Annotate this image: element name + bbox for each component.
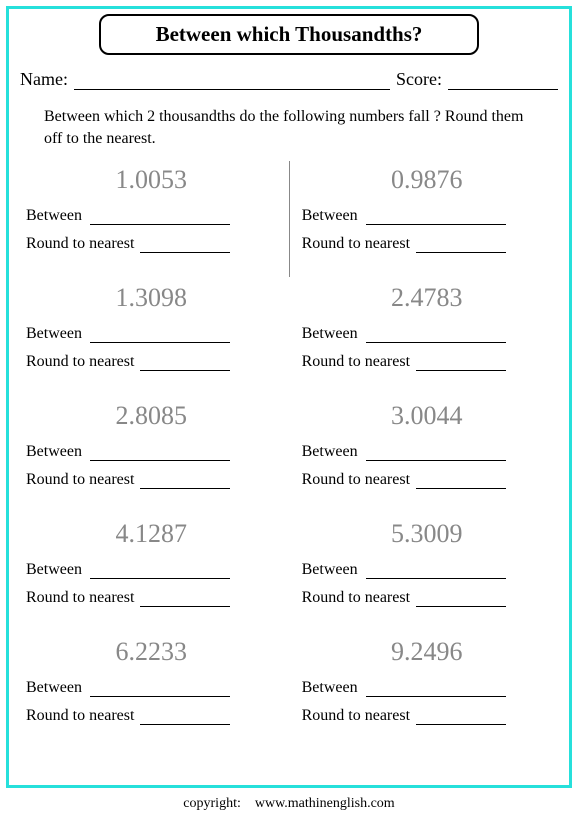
round-input-line[interactable] xyxy=(416,239,506,253)
name-label: Name: xyxy=(20,69,68,90)
title-box: Between which Thousandths? xyxy=(99,14,479,55)
footer-copyright: copyright: xyxy=(183,796,241,811)
round-label: Round to nearest xyxy=(302,471,410,489)
page-title: Between which Thousandths? xyxy=(156,22,423,46)
round-label: Round to nearest xyxy=(26,353,134,371)
problem-left-0: 1.0053 Between Round to nearest xyxy=(24,159,278,261)
problem-number: 9.2496 xyxy=(300,631,554,677)
problem-number: 1.0053 xyxy=(24,159,278,205)
between-row: Between xyxy=(300,205,554,233)
footer: copyright: www.mathinenglish.com xyxy=(0,796,578,812)
between-input-line[interactable] xyxy=(90,211,230,225)
problem-number: 0.9876 xyxy=(300,159,554,205)
between-label: Between xyxy=(302,679,358,697)
problem-left-2: 2.8085 Between Round to nearest xyxy=(24,395,278,497)
problem-right-1: 2.4783 Between Round to nearest xyxy=(300,277,554,379)
between-label: Between xyxy=(302,325,358,343)
between-row: Between xyxy=(24,205,278,233)
between-label: Between xyxy=(26,561,82,579)
between-label: Between xyxy=(26,679,82,697)
problem-right-3: 5.3009 Between Round to nearest xyxy=(300,513,554,615)
round-row: Round to nearest xyxy=(300,469,554,497)
round-input-line[interactable] xyxy=(416,711,506,725)
problem-number: 3.0044 xyxy=(300,395,554,441)
between-row: Between xyxy=(24,559,278,587)
between-row: Between xyxy=(24,677,278,705)
round-label: Round to nearest xyxy=(302,589,410,607)
problem-number: 2.8085 xyxy=(24,395,278,441)
between-input-line[interactable] xyxy=(90,329,230,343)
between-input-line[interactable] xyxy=(90,565,230,579)
problem-right-2: 3.0044 Between Round to nearest xyxy=(300,395,554,497)
problems-grid: 1.0053 Between Round to nearest 1.3098 Betwe… xyxy=(14,159,564,749)
round-label: Round to nearest xyxy=(26,589,134,607)
between-label: Between xyxy=(302,561,358,579)
between-row: Between xyxy=(24,441,278,469)
worksheet-content: Between which Thousandths? Name: Score: … xyxy=(14,14,564,780)
problem-number: 1.3098 xyxy=(24,277,278,323)
problem-number: 5.3009 xyxy=(300,513,554,559)
between-row: Between xyxy=(24,323,278,351)
between-input-line[interactable] xyxy=(366,329,506,343)
round-input-line[interactable] xyxy=(416,593,506,607)
between-input-line[interactable] xyxy=(366,565,506,579)
between-row: Between xyxy=(300,323,554,351)
between-label: Between xyxy=(302,443,358,461)
round-input-line[interactable] xyxy=(140,239,230,253)
round-row: Round to nearest xyxy=(300,233,554,261)
between-input-line[interactable] xyxy=(90,683,230,697)
problem-number: 2.4783 xyxy=(300,277,554,323)
footer-site: www.mathinenglish.com xyxy=(255,796,395,811)
round-row: Round to nearest xyxy=(300,587,554,615)
between-input-line[interactable] xyxy=(366,211,506,225)
round-row: Round to nearest xyxy=(24,705,278,733)
between-label: Between xyxy=(26,207,82,225)
problem-left-3: 4.1287 Between Round to nearest xyxy=(24,513,278,615)
between-row: Between xyxy=(300,677,554,705)
column-divider xyxy=(289,161,290,277)
round-row: Round to nearest xyxy=(300,351,554,379)
between-input-line[interactable] xyxy=(366,683,506,697)
round-input-line[interactable] xyxy=(140,593,230,607)
score-input-line[interactable] xyxy=(448,72,558,90)
round-row: Round to nearest xyxy=(24,587,278,615)
name-input-line[interactable] xyxy=(74,72,390,90)
between-label: Between xyxy=(26,325,82,343)
score-label: Score: xyxy=(396,69,442,90)
problem-right-4: 9.2496 Between Round to nearest xyxy=(300,631,554,733)
round-label: Round to nearest xyxy=(26,235,134,253)
round-input-line[interactable] xyxy=(140,475,230,489)
problem-number: 4.1287 xyxy=(24,513,278,559)
round-input-line[interactable] xyxy=(140,711,230,725)
round-row: Round to nearest xyxy=(300,705,554,733)
left-column: 1.0053 Between Round to nearest 1.3098 Betwe… xyxy=(24,159,278,749)
round-input-line[interactable] xyxy=(140,357,230,371)
round-row: Round to nearest xyxy=(24,233,278,261)
round-row: Round to nearest xyxy=(24,351,278,379)
between-input-line[interactable] xyxy=(90,447,230,461)
right-column: 0.9876 Between Round to nearest 2.4783 Betwe… xyxy=(300,159,554,749)
problem-left-1: 1.3098 Between Round to nearest xyxy=(24,277,278,379)
round-input-line[interactable] xyxy=(416,475,506,489)
round-row: Round to nearest xyxy=(24,469,278,497)
round-label: Round to nearest xyxy=(302,353,410,371)
problem-left-4: 6.2233 Between Round to nearest xyxy=(24,631,278,733)
round-label: Round to nearest xyxy=(302,707,410,725)
name-score-row: Name: Score: xyxy=(14,69,564,90)
round-label: Round to nearest xyxy=(26,471,134,489)
problem-right-0: 0.9876 Between Round to nearest xyxy=(300,159,554,261)
problem-number: 6.2233 xyxy=(24,631,278,677)
between-label: Between xyxy=(26,443,82,461)
between-row: Between xyxy=(300,441,554,469)
round-input-line[interactable] xyxy=(416,357,506,371)
instructions-text: Between which 2 thousandths do the follo… xyxy=(14,106,564,149)
round-label: Round to nearest xyxy=(26,707,134,725)
between-row: Between xyxy=(300,559,554,587)
round-label: Round to nearest xyxy=(302,235,410,253)
between-input-line[interactable] xyxy=(366,447,506,461)
between-label: Between xyxy=(302,207,358,225)
